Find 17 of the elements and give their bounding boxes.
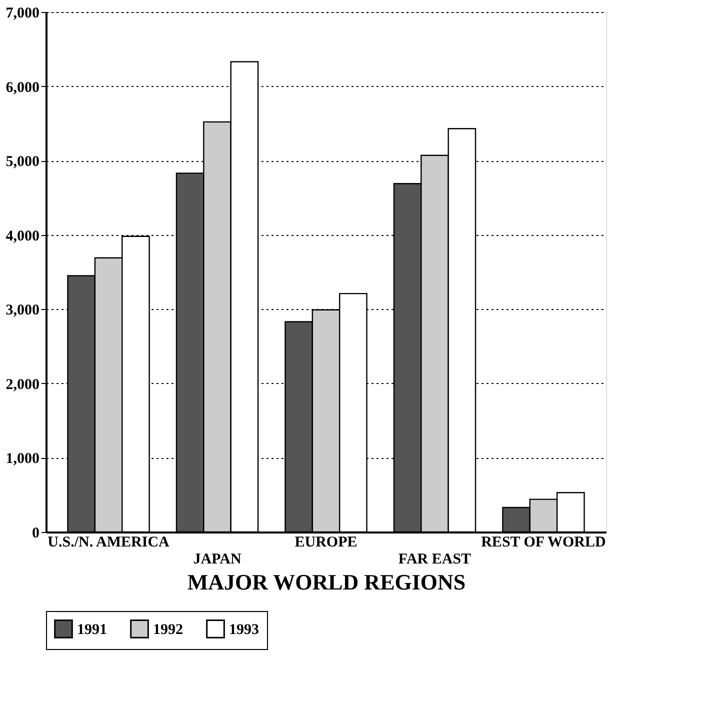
x-tick-label: REST OF WORLD — [481, 534, 606, 550]
y-tick-label: 3,000 — [6, 302, 40, 319]
x-tick-label: U.S./N. AMERICA — [48, 534, 170, 550]
y-tick-label: 5,000 — [6, 154, 40, 170]
x-tick-label: JAPAN — [193, 552, 242, 568]
y-tick-label: 7,000 — [6, 6, 40, 22]
x-tick-label: EUROPE — [294, 534, 358, 550]
legend-label: 1993 — [229, 622, 259, 638]
y-tick-label: 4,000 — [6, 228, 40, 244]
y-tick-label: 1,000 — [6, 451, 40, 468]
legend-label: 1992 — [153, 622, 183, 638]
y-tick-label: 2,000 — [6, 376, 40, 393]
legend-label: 1991 — [77, 622, 107, 638]
x-axis-title: MAJOR WORLD REGIONS — [187, 570, 466, 594]
y-tick-label: 0 — [32, 526, 40, 542]
x-tick-label: FAR EAST — [398, 552, 472, 568]
y-tick-label: 6,000 — [6, 80, 40, 96]
